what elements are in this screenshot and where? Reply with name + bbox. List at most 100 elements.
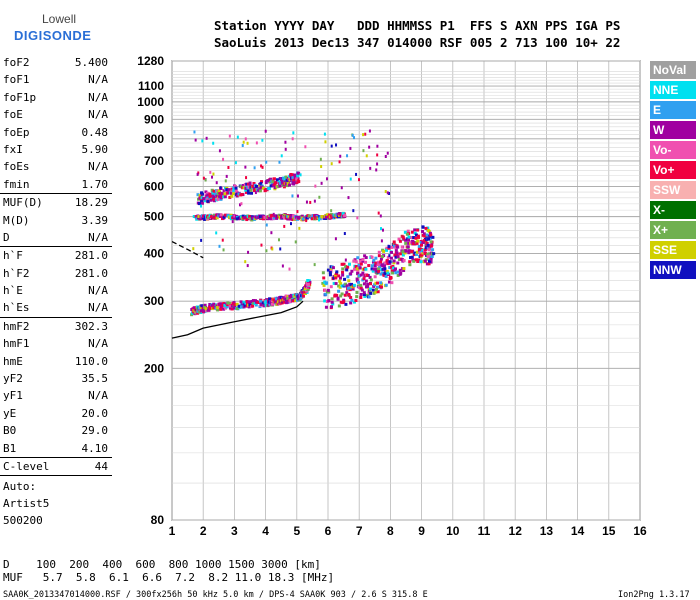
echo-point [406, 238, 410, 242]
param-row: h`F 281.0 [0, 247, 112, 264]
echo-point [297, 178, 300, 182]
legend-item: SSW [650, 181, 696, 199]
echo-point [415, 241, 419, 245]
echo-point [364, 132, 367, 136]
echo-point [397, 257, 401, 261]
echo-point [341, 270, 345, 274]
echo-point [421, 233, 425, 237]
echo-point [241, 214, 245, 218]
echo-point [379, 257, 383, 261]
echo-point [380, 285, 384, 289]
echo-point [244, 301, 248, 305]
echo-point [398, 268, 402, 272]
echo-point [356, 272, 360, 276]
echo-point [377, 270, 381, 274]
echo-point [284, 182, 287, 186]
echo-point [232, 216, 236, 220]
echo-point [323, 288, 327, 292]
y-tick-label: 200 [144, 361, 164, 375]
echo-point [380, 227, 383, 231]
echo-point [292, 182, 296, 186]
param-name: fxI [3, 142, 23, 156]
echo-point [410, 230, 414, 234]
echo-point [352, 300, 356, 304]
echo-point [288, 178, 292, 182]
echo-point [278, 160, 281, 164]
echo-point [359, 273, 363, 277]
echo-point [416, 228, 420, 232]
echo-point [372, 267, 376, 271]
y-tick-label: 400 [144, 247, 164, 261]
echo-point [333, 294, 337, 298]
echo-point [355, 277, 359, 281]
echo-point [338, 276, 342, 280]
echo-point [387, 246, 391, 250]
echo-point [299, 293, 303, 297]
echo-point [275, 216, 279, 220]
echo-point [314, 184, 317, 188]
echo-point [192, 215, 196, 219]
echo-point [387, 280, 391, 284]
echo-point [271, 181, 275, 185]
echo-point [253, 187, 257, 191]
echo-point [337, 304, 341, 308]
echo-point [424, 257, 428, 261]
echo-point [288, 299, 292, 303]
echo-point [196, 311, 200, 315]
echo-point [362, 149, 365, 153]
echo-point [228, 134, 231, 138]
echo-point [267, 179, 270, 183]
param-divider [0, 193, 112, 195]
echo-point [428, 231, 432, 235]
echo-point [384, 154, 387, 158]
echo-point [294, 299, 298, 303]
echo-point [219, 197, 223, 201]
echo-point [209, 170, 212, 174]
echo-point [406, 229, 410, 233]
echo-point [416, 260, 420, 264]
echo-point [330, 216, 334, 220]
echo-point [198, 202, 202, 206]
echo-point [265, 223, 268, 227]
echo-point [264, 187, 268, 191]
echo-point [364, 267, 368, 271]
echo-point [284, 140, 287, 144]
echo-point [199, 309, 203, 313]
echo-point [322, 276, 326, 280]
y-tick-label: 1280 [137, 54, 164, 68]
echo-point [366, 282, 370, 286]
param-value: 5.90 [81, 142, 109, 156]
echo-point [287, 180, 291, 184]
echo-point [201, 139, 204, 143]
echo-point [206, 216, 210, 220]
echo-point [286, 217, 290, 221]
echo-point [231, 302, 235, 306]
echo-point [343, 232, 346, 236]
param-value: 110.0 [74, 354, 108, 368]
echo-point [350, 269, 354, 273]
echo-point [303, 291, 307, 295]
echo-point [407, 235, 411, 239]
echo-point [202, 309, 206, 313]
echo-point [429, 240, 433, 244]
echo-point [248, 214, 252, 218]
param-value: N/A [88, 108, 108, 122]
echo-point [193, 130, 196, 134]
echo-point [355, 295, 359, 299]
echo-point [344, 282, 348, 286]
echo-point [225, 174, 228, 178]
echo-point [200, 199, 204, 203]
echo-point [410, 236, 414, 240]
echo-point [190, 308, 194, 312]
echo-point [393, 267, 397, 271]
echo-point [269, 217, 273, 221]
echo-point [228, 306, 232, 310]
echo-point [295, 180, 299, 184]
echo-point [399, 252, 403, 256]
legend-item: NNE [650, 81, 696, 99]
echo-point [292, 178, 296, 182]
echo-point [243, 303, 247, 307]
echo-point [269, 184, 273, 188]
echo-point [260, 243, 263, 247]
echo-point [368, 145, 371, 149]
